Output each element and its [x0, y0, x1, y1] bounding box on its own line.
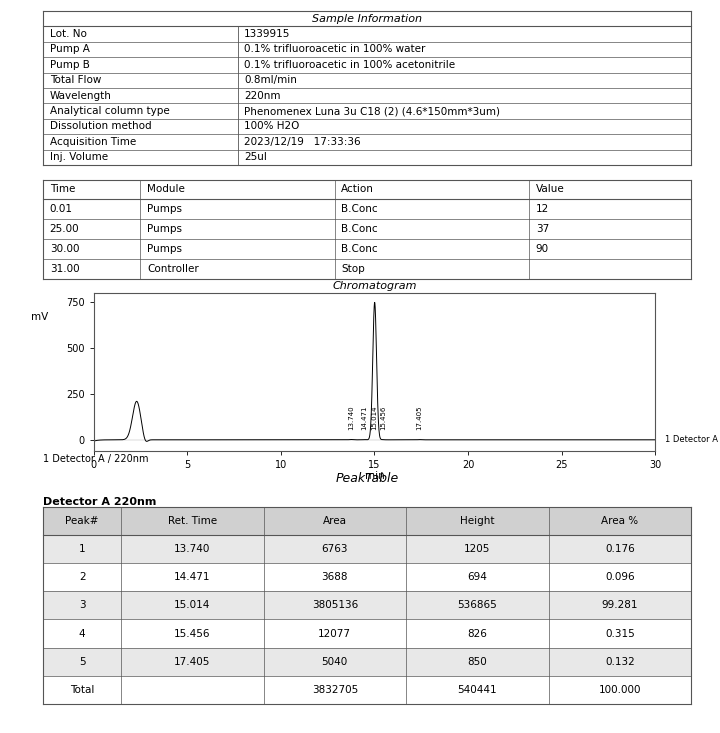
Text: Analytical column type: Analytical column type [50, 106, 169, 116]
Text: 826: 826 [467, 628, 487, 638]
Text: B.Conc: B.Conc [341, 244, 378, 254]
Text: Pumps: Pumps [147, 205, 182, 214]
Text: B.Conc: B.Conc [341, 205, 378, 214]
Text: Detector A 220nm: Detector A 220nm [43, 497, 156, 507]
Text: Value: Value [536, 185, 564, 194]
Text: Stop: Stop [341, 264, 365, 273]
Text: 100% H2O: 100% H2O [244, 122, 300, 131]
FancyBboxPatch shape [43, 592, 691, 619]
Text: PeakTable: PeakTable [336, 472, 399, 485]
Text: 0.01: 0.01 [50, 205, 73, 214]
Text: 14.471: 14.471 [174, 572, 210, 583]
Text: Action: Action [341, 185, 374, 194]
Text: Height: Height [460, 516, 495, 526]
Text: 100.000: 100.000 [598, 685, 642, 695]
X-axis label: min: min [364, 471, 384, 481]
Text: 3805136: 3805136 [312, 600, 358, 611]
Text: B.Conc: B.Conc [341, 224, 378, 234]
Text: Pump B: Pump B [50, 60, 89, 70]
Text: 37: 37 [536, 224, 549, 234]
FancyBboxPatch shape [43, 535, 691, 564]
Text: 25ul: 25ul [244, 152, 267, 162]
Text: 99.281: 99.281 [602, 600, 638, 611]
Text: 12: 12 [536, 205, 549, 214]
Text: 0.132: 0.132 [605, 657, 635, 666]
Text: 1 Detector A: 1 Detector A [665, 435, 718, 444]
Text: Total Flow: Total Flow [50, 75, 101, 85]
Text: 1339915: 1339915 [244, 29, 290, 39]
FancyBboxPatch shape [43, 507, 691, 535]
Text: 3832705: 3832705 [312, 685, 358, 695]
Text: Sample Information: Sample Information [312, 14, 422, 23]
Text: Pumps: Pumps [147, 244, 182, 254]
Text: 0.8ml/min: 0.8ml/min [244, 75, 297, 85]
Text: 694: 694 [467, 572, 487, 583]
Text: 6763: 6763 [322, 545, 348, 554]
Text: 17.405: 17.405 [416, 405, 423, 430]
Text: 12077: 12077 [318, 628, 351, 638]
Text: Pumps: Pumps [147, 224, 182, 234]
Text: Time: Time [50, 185, 75, 194]
Text: 14.471: 14.471 [361, 405, 367, 430]
Text: 0.176: 0.176 [605, 545, 635, 554]
Text: Wavelength: Wavelength [50, 91, 112, 100]
Text: Phenomenex Luna 3u C18 (2) (4.6*150mm*3um): Phenomenex Luna 3u C18 (2) (4.6*150mm*3u… [244, 106, 500, 116]
Text: 13.740: 13.740 [174, 545, 210, 554]
Text: 3: 3 [78, 600, 86, 611]
Text: mV: mV [31, 312, 48, 322]
Text: Area %: Area % [601, 516, 639, 526]
Text: 850: 850 [467, 657, 487, 666]
Text: 0.096: 0.096 [605, 572, 635, 583]
Text: 220nm: 220nm [244, 91, 281, 100]
Text: 31.00: 31.00 [50, 264, 79, 273]
Text: 5: 5 [78, 657, 86, 666]
FancyBboxPatch shape [43, 647, 691, 676]
Text: 2023/12/19   17:33:36: 2023/12/19 17:33:36 [244, 137, 361, 147]
Text: Controller: Controller [147, 264, 199, 273]
Text: Acquisition Time: Acquisition Time [50, 137, 136, 147]
Text: 13.740: 13.740 [348, 405, 354, 430]
Text: 17.405: 17.405 [174, 657, 210, 666]
Text: 0.1% trifluoroacetic in 100% acetonitrile: 0.1% trifluoroacetic in 100% acetonitril… [244, 60, 455, 70]
Text: Area: Area [323, 516, 347, 526]
Text: 15.014: 15.014 [372, 405, 378, 430]
Text: Pump A: Pump A [50, 45, 89, 54]
Text: 15.456: 15.456 [174, 628, 210, 638]
Text: 2: 2 [78, 572, 86, 583]
Text: 3688: 3688 [322, 572, 348, 583]
Text: Lot. No: Lot. No [50, 29, 86, 39]
Text: Module: Module [147, 185, 185, 194]
Text: 536865: 536865 [457, 600, 498, 611]
Text: 1: 1 [78, 545, 86, 554]
Text: 90: 90 [536, 244, 549, 254]
Text: Dissolution method: Dissolution method [50, 122, 151, 131]
Text: Peak#: Peak# [66, 516, 99, 526]
Text: 0.315: 0.315 [605, 628, 635, 638]
Text: 540441: 540441 [457, 685, 498, 695]
Text: Total: Total [70, 685, 94, 695]
Text: Ret. Time: Ret. Time [168, 516, 217, 526]
Text: 25.00: 25.00 [50, 224, 79, 234]
Text: 15.014: 15.014 [174, 600, 210, 611]
Text: 5040: 5040 [322, 657, 348, 666]
Text: 1 Detector A / 220nm: 1 Detector A / 220nm [43, 454, 149, 464]
Title: Chromatogram: Chromatogram [332, 281, 417, 291]
Text: Inj. Volume: Inj. Volume [50, 152, 108, 162]
Text: 0.1% trifluoroacetic in 100% water: 0.1% trifluoroacetic in 100% water [244, 45, 426, 54]
Text: 30.00: 30.00 [50, 244, 79, 254]
Text: 1205: 1205 [464, 545, 490, 554]
Text: 15.456: 15.456 [380, 405, 386, 430]
Text: 4: 4 [78, 628, 86, 638]
